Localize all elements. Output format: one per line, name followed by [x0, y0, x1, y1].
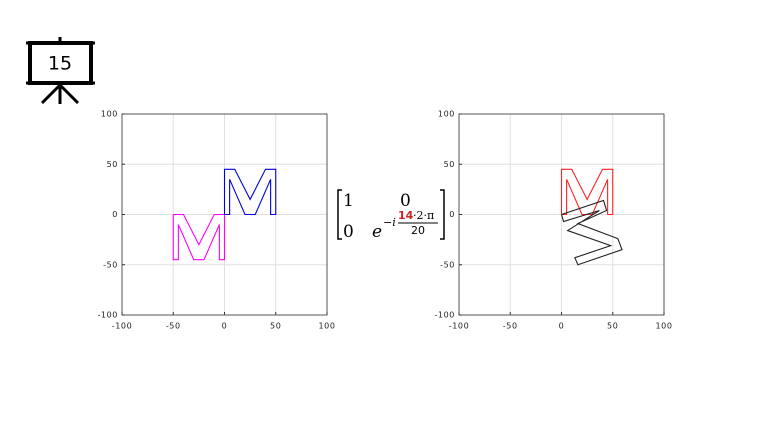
x-tick-label: 50: [270, 322, 281, 331]
plot-frame: [121, 113, 328, 316]
matrix-entry: 0: [343, 222, 354, 242]
matrix-base: e: [372, 222, 382, 242]
shape-outline: [560, 199, 623, 266]
y-tick-label: -50: [103, 260, 118, 269]
shape-outline: [560, 168, 614, 216]
plot-frame: [458, 113, 665, 316]
x-tick-label: -100: [112, 322, 133, 331]
shape-outline: [172, 213, 226, 261]
y-tick-label: 100: [101, 110, 118, 119]
slide-icon: 15: [26, 37, 95, 105]
slide-number: 15: [48, 53, 72, 75]
y-tick-label: -100: [434, 311, 455, 320]
y-tick-label: 0: [112, 210, 118, 219]
bracket-left: [337, 189, 342, 240]
shape-outline: [223, 168, 277, 216]
icon-leg: [58, 83, 80, 105]
x-tick-label: 100: [655, 322, 672, 331]
x-tick-label: 0: [222, 322, 228, 331]
matrix-denominator: 20: [411, 224, 425, 237]
x-tick-label: -50: [166, 322, 181, 331]
matrix: 1 0 0 e −i 14 ·2·π 20: [337, 189, 445, 242]
y-tick-label: 50: [444, 160, 455, 169]
x-tick-label: 50: [607, 322, 618, 331]
x-tick-label: -50: [503, 322, 518, 331]
x-tick-label: 0: [559, 322, 565, 331]
y-tick-label: 0: [449, 210, 455, 219]
y-tick-label: -50: [440, 260, 455, 269]
matrix-entry: 1: [343, 191, 354, 211]
y-tick-label: 50: [107, 160, 118, 169]
y-tick-label: -100: [97, 311, 118, 320]
matrix-entry: 0: [400, 191, 411, 211]
y-tick-label: 100: [438, 110, 455, 119]
matrix-numerator: ·2·π: [413, 209, 434, 222]
icon-leg: [40, 83, 62, 105]
x-tick-label: 100: [318, 322, 335, 331]
matrix-numerator: 14: [398, 209, 414, 222]
x-tick-label: -100: [449, 322, 470, 331]
bracket-right: [440, 189, 445, 240]
matrix-exponent: −i: [383, 216, 396, 229]
